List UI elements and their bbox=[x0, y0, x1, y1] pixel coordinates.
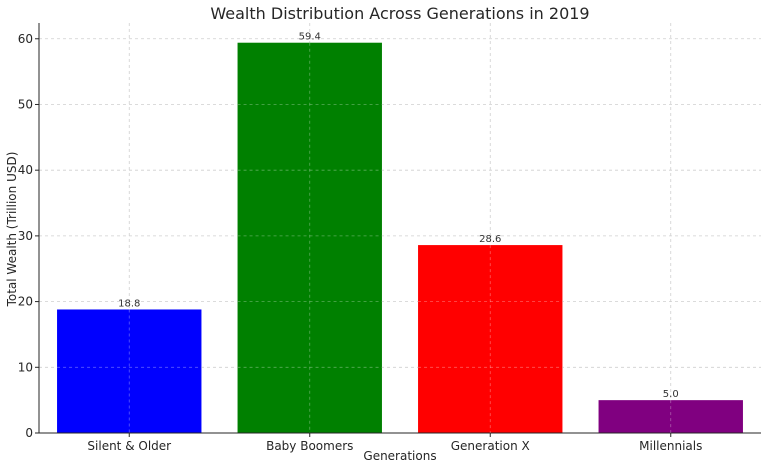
y-tick-label: 20 bbox=[18, 295, 33, 309]
y-tick-label: 40 bbox=[18, 163, 33, 177]
bars bbox=[57, 42, 743, 433]
bar-silent-older bbox=[57, 309, 202, 433]
y-tick-label: 60 bbox=[18, 32, 33, 46]
x-axis-label: Generations bbox=[363, 449, 436, 463]
y-axis-label: Total Wealth (Trillion USD) bbox=[5, 152, 19, 308]
y-tick-label: 50 bbox=[18, 97, 33, 111]
x-tick-label: Generation X bbox=[451, 439, 530, 453]
y-tick-label: 0 bbox=[25, 426, 33, 440]
y-tick-label: 30 bbox=[18, 229, 33, 243]
y-tick-label: 10 bbox=[18, 360, 33, 374]
data-labels: 18.8 59.4 28.6 5.0 bbox=[57, 32, 679, 433]
axes: 0 10 20 30 40 50 60 Silent & Older Baby Boomers G… bbox=[18, 23, 761, 453]
bar-value-label: 18.8 bbox=[118, 298, 140, 309]
bar-generation-x bbox=[418, 245, 563, 433]
bar-value-label: 5.0 bbox=[663, 389, 679, 400]
x-tick-label: Millennials bbox=[639, 439, 702, 453]
bar-baby-boomers bbox=[237, 42, 382, 433]
chart-title: Wealth Distribution Across Generations i… bbox=[210, 4, 589, 23]
x-tick-label: Silent & Older bbox=[87, 439, 171, 453]
x-tick-label: Baby Boomers bbox=[266, 439, 353, 453]
bar-value-label: 28.6 bbox=[479, 234, 501, 245]
bar-value-label: 59.4 bbox=[299, 32, 321, 43]
bar-millennials bbox=[598, 400, 743, 433]
